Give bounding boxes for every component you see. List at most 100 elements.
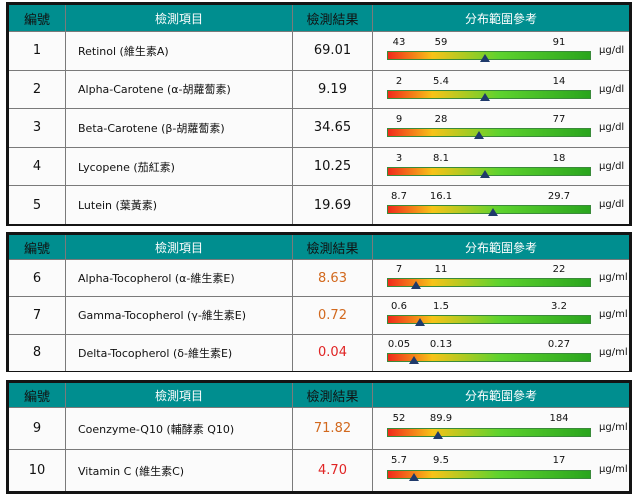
scale-label: 8.7 <box>391 191 407 203</box>
unit-label: µg/dl <box>599 45 625 56</box>
table-row: 2 Alpha-Carotene (α-胡蘿蔔素) 9.19 2 5.4 14 µg/dl <box>9 69 629 109</box>
reference-range: 3 8.1 18 µg/dl <box>373 148 629 186</box>
unit-label: µg/dl <box>599 199 625 211</box>
test-item-name: Alpha-Carotene (α-胡蘿蔔素) <box>66 70 293 109</box>
scale-label: 3 <box>395 152 403 164</box>
scale-label: 9 <box>395 114 403 126</box>
header-ref: 分布範圍參考 <box>464 11 537 26</box>
test-result: 8.63 <box>293 260 373 297</box>
table-row: 9 Coenzyme-Q10 (輔酵素 Q10) 71.82 52 89.9 184 µg/… <box>9 407 629 449</box>
scale-label: 16.1 <box>429 191 453 203</box>
scale-label: 18 <box>552 152 566 164</box>
table-row: 1 Retinol (維生素A) 69.01 43 59 91 µg/dl <box>9 31 629 70</box>
range-gradient-bar <box>387 470 591 479</box>
unit-label: µg/ml <box>599 346 628 358</box>
header-no: 編號 <box>9 383 66 407</box>
reference-range: 2 5.4 14 µg/dl <box>373 71 629 109</box>
result-marker-icon <box>479 169 490 178</box>
row-number: 6 <box>9 260 66 297</box>
header-ref: 分布範圍參考 <box>464 388 537 403</box>
scale-label: 52 <box>392 413 406 424</box>
range-gradient-bar <box>387 278 591 287</box>
scale-label: 5.4 <box>433 75 449 87</box>
row-number: 8 <box>9 334 66 371</box>
unit-label: µg/ml <box>599 309 628 321</box>
scale-label: 91 <box>552 37 566 48</box>
scale-label: 77 <box>552 114 566 126</box>
test-item-name: Alpha-Tocopherol (α-維生素E) <box>66 260 293 297</box>
table-row: 3 Beta-Carotene (β-胡蘿蔔素) 34.65 9 28 77 µg/dl <box>9 108 629 147</box>
scale-label: 28 <box>434 114 448 126</box>
unit-label: µg/dl <box>599 122 625 134</box>
scale-label: 14 <box>552 75 566 87</box>
scale-label: 8.1 <box>433 152 449 164</box>
test-result: 0.04 <box>293 334 373 371</box>
unit-label: µg/dl <box>599 160 625 172</box>
header-result: 檢測結果 <box>293 5 373 31</box>
range-gradient-bar <box>387 352 591 362</box>
test-item-name: Lutein (葉黃素) <box>66 186 293 224</box>
result-marker-icon <box>408 355 419 364</box>
test-item-name: Coenzyme-Q10 (輔酵素 Q10) <box>66 408 293 449</box>
scale-label: 17 <box>552 455 566 466</box>
table-row: 7 Gamma-Tocopherol (γ-維生素E) 0.72 0.6 1.5 3.2 µ… <box>9 296 629 334</box>
table-header: 編號 檢測項目 檢測結果 分布範圍參考 <box>9 235 629 259</box>
scale-label: 5.7 <box>391 455 407 466</box>
table-row: 6 Alpha-Tocopherol (α-維生素E) 8.63 7 11 22 µg/ml <box>9 259 629 297</box>
header-no: 編號 <box>9 5 66 31</box>
header-ref: 分布範圍參考 <box>464 240 537 255</box>
scale-label: 89.9 <box>429 413 453 424</box>
result-marker-icon <box>433 431 443 439</box>
row-number: 9 <box>9 408 66 449</box>
test-item-name: Vitamin C (維生素C) <box>66 450 293 491</box>
scale-label: 59 <box>434 37 448 48</box>
test-item-name: Beta-Carotene (β-胡蘿蔔素) <box>66 109 293 147</box>
scale-label: 29.7 <box>547 191 571 203</box>
row-number: 10 <box>9 450 66 491</box>
test-result: 19.69 <box>293 186 373 224</box>
test-result: 4.70 <box>293 450 373 491</box>
scale-label: 43 <box>392 37 406 48</box>
test-item-name: Lycopene (茄紅素) <box>66 147 293 186</box>
header-result: 檢測結果 <box>293 235 373 259</box>
scale-label: 11 <box>434 264 448 275</box>
result-marker-icon <box>479 54 490 62</box>
result-marker-icon <box>410 281 421 289</box>
scale-label: 1.5 <box>433 301 449 313</box>
header-item: 檢測項目 <box>66 235 293 259</box>
row-number: 7 <box>9 297 66 334</box>
result-marker-icon <box>473 131 484 140</box>
header-item: 檢測項目 <box>66 383 293 407</box>
row-number: 5 <box>9 186 66 224</box>
test-result: 34.65 <box>293 109 373 147</box>
test-item-name: Retinol (維生素A) <box>66 32 293 70</box>
panel-coq10-vitc: 編號 檢測項目 檢測結果 分布範圍參考 9 Coenzyme-Q10 (輔酵素 Q… <box>6 380 632 494</box>
scale-label: 3.2 <box>551 301 567 313</box>
scale-label: 0.27 <box>547 338 571 350</box>
reference-range: 0.6 1.5 3.2 µg/ml <box>373 297 629 333</box>
reference-range: 5.7 9.5 17 µg/ml <box>373 450 629 491</box>
row-number: 2 <box>9 70 66 109</box>
panel-tocopherols: 編號 檢測項目 檢測結果 分布範圍參考 6 Alpha-Tocopherol (α… <box>6 232 632 372</box>
reference-range: 9 28 77 µg/dl <box>373 109 629 147</box>
row-number: 4 <box>9 147 66 186</box>
table-header: 編號 檢測項目 檢測結果 分布範圍參考 <box>9 5 629 31</box>
scale-label: 0.05 <box>387 338 411 350</box>
table-row: 4 Lycopene (茄紅素) 10.25 3 8.1 18 µg/dl <box>9 146 629 186</box>
reference-range: 7 11 22 µg/ml <box>373 260 629 296</box>
test-result: 69.01 <box>293 32 373 70</box>
scale-label: 9.5 <box>433 455 449 466</box>
unit-label: µg/dl <box>599 83 625 95</box>
header-item: 檢測項目 <box>66 5 293 31</box>
test-result: 0.72 <box>293 297 373 334</box>
scale-label: 2 <box>395 75 403 87</box>
result-marker-icon <box>408 473 419 481</box>
result-marker-icon <box>479 92 490 101</box>
result-marker-icon <box>488 208 499 217</box>
test-result: 71.82 <box>293 408 373 449</box>
range-gradient-bar <box>387 315 591 325</box>
reference-range: 43 59 91 µg/dl <box>373 32 629 70</box>
table-row: 8 Delta-Tocopherol (δ-維生素E) 0.04 0.05 0.13 0.… <box>9 333 629 371</box>
scale-label: 0.13 <box>429 338 453 350</box>
scale-label: 0.6 <box>391 301 407 313</box>
